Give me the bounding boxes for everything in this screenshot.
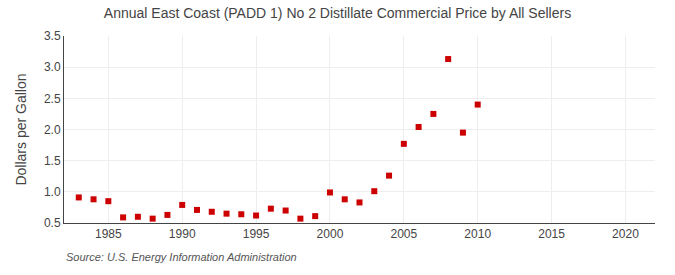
svg-text:1995: 1995 (243, 227, 270, 241)
svg-text:2000: 2000 (317, 227, 344, 241)
svg-text:2.0: 2.0 (44, 123, 61, 137)
svg-text:3.0: 3.0 (44, 60, 61, 74)
svg-text:Annual East Coast (PADD 1) No: Annual East Coast (PADD 1) No 2 Distilla… (104, 5, 571, 21)
svg-text:2.5: 2.5 (44, 92, 61, 106)
svg-text:Dollars per Gallon: Dollars per Gallon (13, 73, 29, 185)
svg-text:2020: 2020 (612, 227, 639, 241)
svg-text:3.5: 3.5 (44, 29, 61, 43)
svg-text:1985: 1985 (95, 227, 122, 241)
svg-text:1.0: 1.0 (44, 185, 61, 199)
svg-text:Source: U.S. Energy Informatio: Source: U.S. Energy Information Administ… (66, 251, 297, 263)
svg-text:2015: 2015 (538, 227, 565, 241)
svg-text:0.5: 0.5 (44, 216, 61, 230)
svg-text:2005: 2005 (390, 227, 417, 241)
svg-text:1.5: 1.5 (44, 154, 61, 168)
svg-text:2010: 2010 (464, 227, 491, 241)
svg-text:1990: 1990 (169, 227, 196, 241)
